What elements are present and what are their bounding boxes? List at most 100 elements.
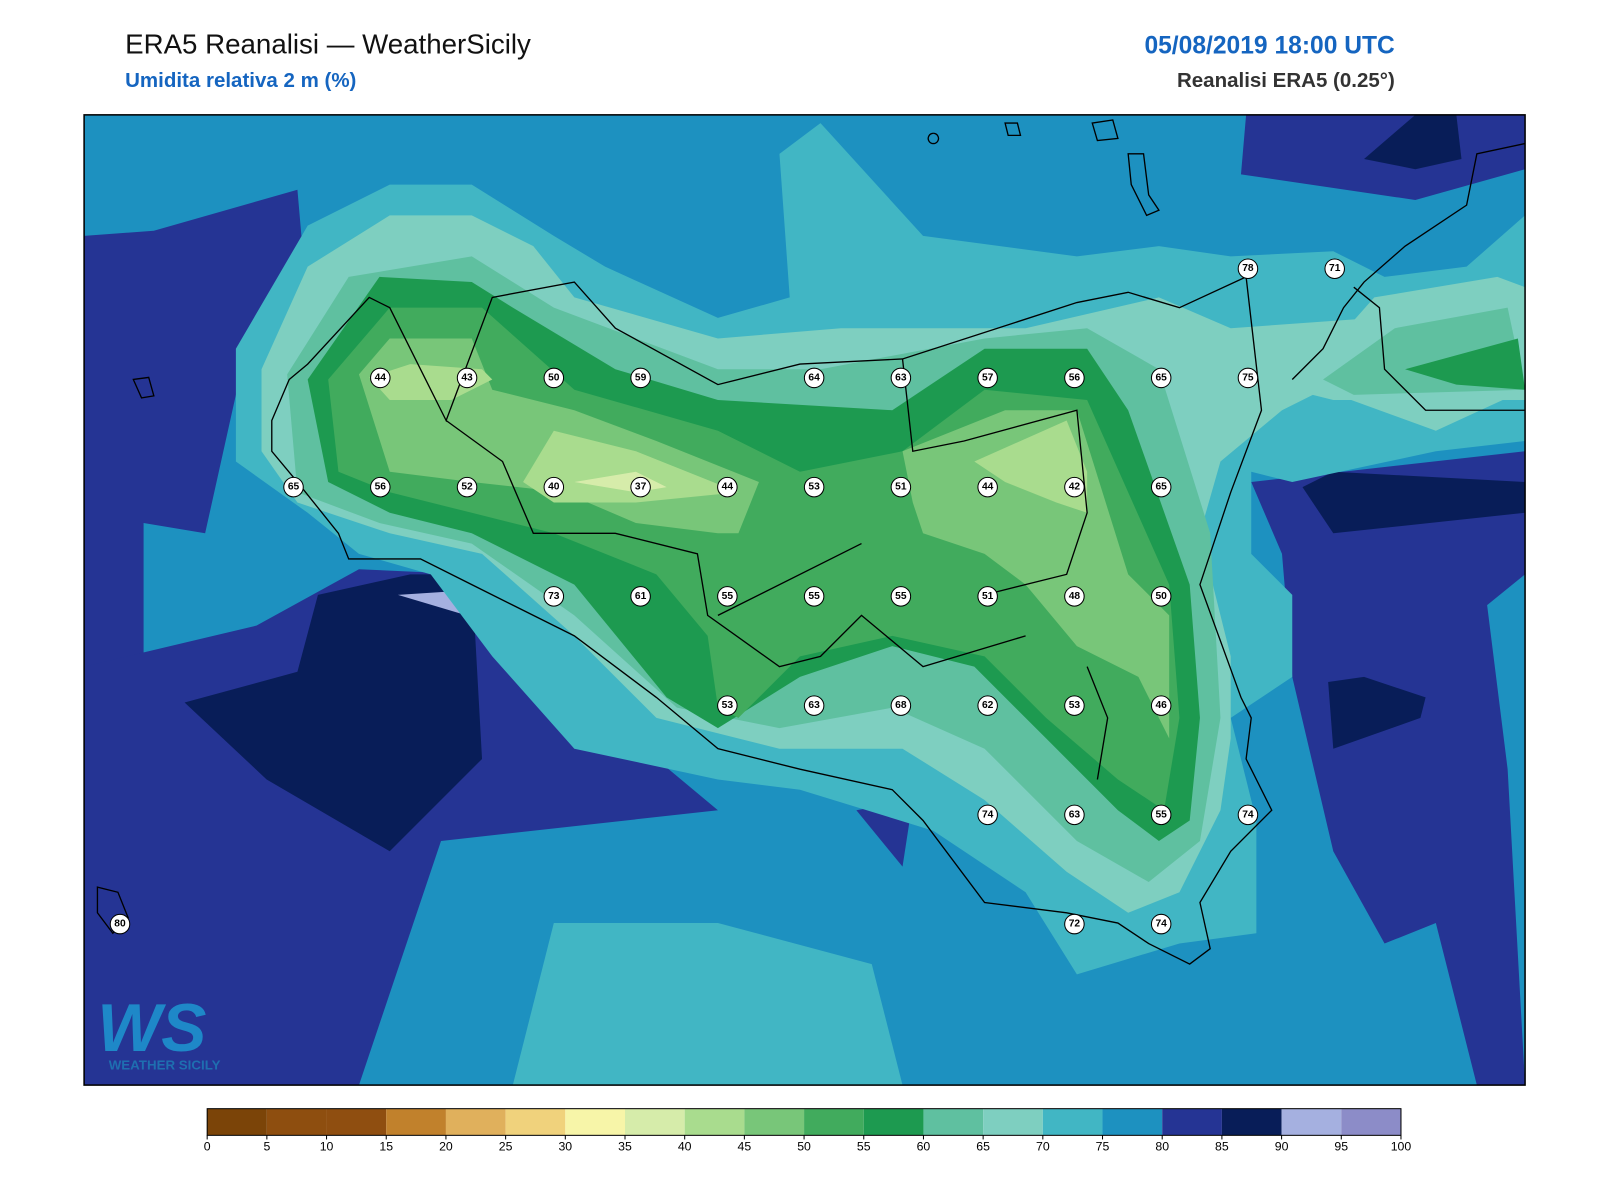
contour-area: [1328, 676, 1426, 749]
station-marker: [1150, 695, 1172, 716]
station-value: 63: [808, 700, 820, 711]
station-marker: [977, 586, 998, 607]
colorbar-tick-label: 90: [1275, 1140, 1289, 1154]
station-marker: [1150, 476, 1172, 498]
logo: WS WEATHER SICILY: [97, 991, 220, 1072]
station-value: 53: [808, 482, 820, 493]
station-value: 71: [1329, 263, 1341, 274]
station-value: 52: [461, 482, 473, 493]
map-frame: [83, 114, 1526, 1086]
colorbar-tick-label: 95: [1334, 1140, 1348, 1154]
station-marker: [717, 586, 738, 607]
station-marker: [1064, 695, 1085, 716]
station-marker: [890, 367, 912, 389]
colorbar-tick-label: 30: [558, 1140, 572, 1154]
station-marker: [630, 476, 651, 498]
colorbar: 0 5 10 15 20 25 30 35 40 45 50 55 60 65 70 75 80 85 90 95 10…: [204, 1108, 1412, 1154]
colorbar-bin: [625, 1108, 685, 1136]
station-value: 65: [1155, 482, 1167, 493]
colorbar-tick-label: 40: [678, 1140, 692, 1154]
station-value: 56: [1069, 372, 1081, 383]
colorbar-tick-label: 65: [976, 1140, 990, 1154]
colorbar-tick-label: 70: [1036, 1140, 1050, 1154]
colorbar-tick-label: 100: [1391, 1140, 1412, 1154]
station-value: 51: [982, 591, 994, 602]
station-marker: [1237, 258, 1259, 279]
station-marker: [543, 476, 565, 498]
colorbar-tick-label: 35: [618, 1140, 632, 1154]
station-value: 44: [375, 372, 387, 383]
station-value: 63: [1069, 809, 1081, 820]
station-value: 59: [635, 372, 647, 383]
station-value: 37: [635, 482, 647, 493]
station-marker: [1064, 913, 1085, 935]
colorbar-bin: [1162, 1108, 1222, 1136]
colorbar-bin: [1281, 1108, 1342, 1136]
colorbar-bin: [1341, 1108, 1401, 1136]
station-marker: [109, 913, 131, 935]
colorbar-tick-label: 85: [1215, 1140, 1229, 1154]
station-marker: [977, 695, 998, 716]
colorbar-bin: [207, 1108, 267, 1136]
station-marker: [456, 476, 478, 498]
colorbar-tick-label: 60: [917, 1140, 931, 1154]
station-value: 42: [1069, 482, 1081, 493]
colorbar-bin: [1221, 1108, 1282, 1136]
station-marker: [890, 695, 912, 716]
station-value: 65: [1155, 372, 1167, 383]
station-values: 78 71 44 43 50 59 64 63 57 56 65 75 65 56 52 40 37 44 53 51…: [109, 258, 1345, 935]
station-marker: [543, 367, 565, 389]
source: Reanalisi ERA5 (0.25°): [1177, 69, 1395, 92]
station-marker: [1150, 913, 1172, 935]
colorbar-bin: [445, 1108, 506, 1136]
station-marker: [1237, 367, 1259, 389]
coastline: [96, 119, 1526, 965]
station-marker: [1150, 586, 1172, 607]
colorbar-bin: [1102, 1108, 1163, 1136]
colorbar-tick-label: 0: [204, 1140, 211, 1154]
station-value: 50: [1155, 591, 1167, 602]
logo-mark: WS: [97, 991, 206, 1066]
station-value: 80: [114, 919, 126, 930]
logo-text: WEATHER SICILY: [109, 1058, 221, 1073]
station-value: 50: [548, 372, 560, 383]
contour-area: [1364, 114, 1462, 170]
colorbar-bin: [923, 1108, 984, 1136]
station-value: 73: [548, 591, 560, 602]
contour-area: [184, 574, 483, 852]
station-marker: [977, 367, 998, 389]
colorbar-tick-label: 20: [439, 1140, 453, 1154]
colorbar-tick-label: 75: [1096, 1140, 1110, 1154]
station-marker: [1150, 367, 1172, 389]
station-value: 64: [808, 372, 820, 383]
station-marker: [1064, 804, 1085, 826]
station-marker: [803, 695, 825, 716]
station-value: 48: [1069, 591, 1081, 602]
station-value: 44: [982, 482, 994, 493]
colorbar-tick-label: 25: [499, 1140, 513, 1154]
contour-area: [84, 189, 308, 667]
station-marker: [283, 476, 304, 498]
datetime: 05/08/2019 18:00 UTC: [1144, 32, 1395, 59]
station-value: 63: [895, 372, 907, 383]
colorbar-bin: [684, 1108, 745, 1136]
station-value: 55: [808, 591, 820, 602]
map-field: [84, 114, 1526, 1086]
station-marker: [977, 476, 998, 498]
colorbar-bin: [983, 1108, 1043, 1136]
station-marker: [630, 586, 651, 607]
station-value: 55: [722, 591, 734, 602]
colorbar-tick-label: 15: [379, 1140, 393, 1154]
station-marker: [1237, 804, 1259, 826]
station-value: 55: [895, 591, 907, 602]
station-marker: [890, 586, 912, 607]
colorbar-bin: [1042, 1108, 1103, 1136]
station-value: 46: [1155, 700, 1167, 711]
station-marker: [1064, 367, 1085, 389]
contour-area: [974, 420, 1088, 513]
colorbar-bin: [266, 1108, 327, 1136]
station-value: 62: [982, 700, 994, 711]
colorbar-bin: [386, 1108, 446, 1136]
colorbar-tick-label: 50: [797, 1140, 811, 1154]
